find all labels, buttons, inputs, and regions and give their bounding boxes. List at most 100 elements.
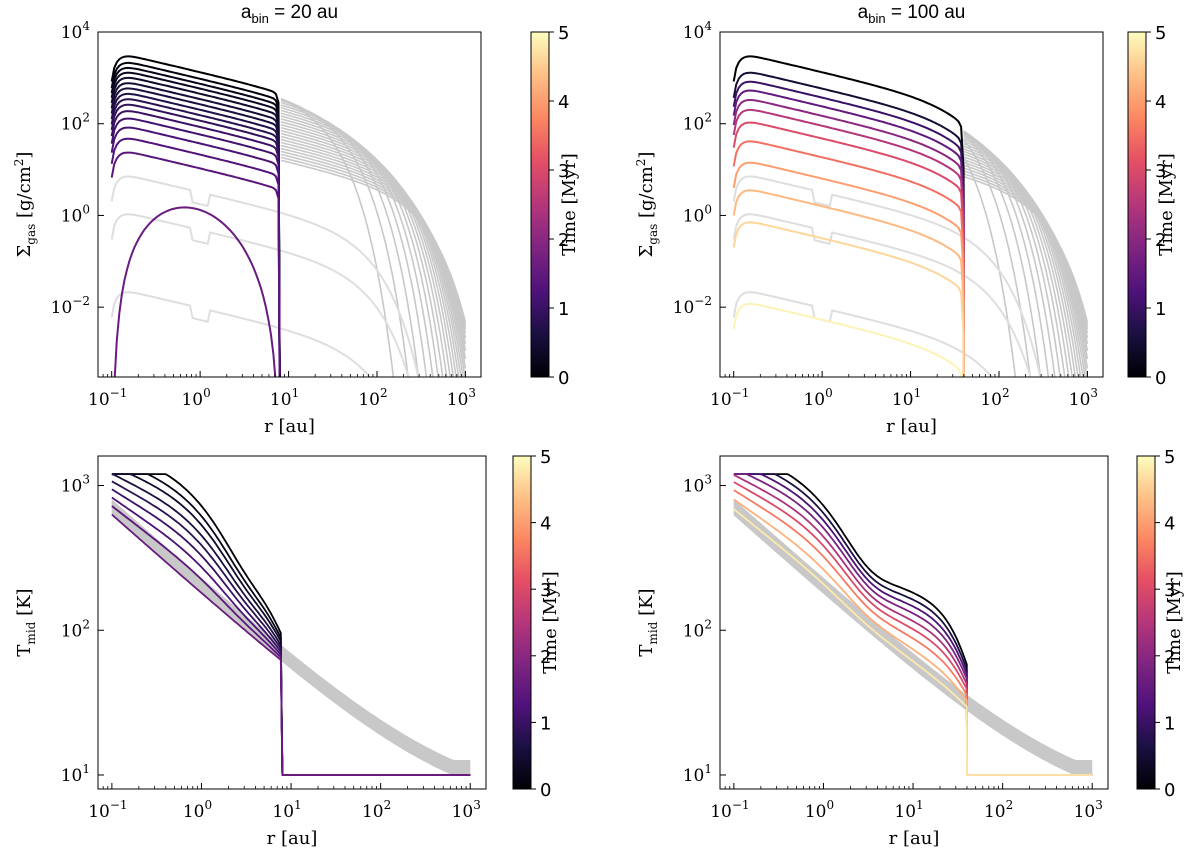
sigma-profile-curve <box>110 66 281 377</box>
sigma-profile-curve <box>110 76 281 377</box>
temperature-profile-curve <box>733 474 1093 776</box>
grey-reference-curve <box>733 506 1093 768</box>
x-tick-label: 103 <box>447 386 476 410</box>
temperature-profile-curve <box>111 480 471 776</box>
sigma-profile-curve <box>732 71 965 377</box>
y-axis-label: Tmid [K] <box>636 588 660 656</box>
axes-frame <box>719 455 1109 790</box>
grey-reference-curve <box>733 505 1093 767</box>
sigma-profile-curve <box>110 82 281 377</box>
temperature-profile-curve <box>733 473 1093 776</box>
colorbar <box>1136 455 1156 790</box>
y-axis-label: Σgas [g/cm2] <box>12 152 38 258</box>
colorbar-tick-label: 5 <box>540 447 551 468</box>
grey-reference-curve <box>963 153 1089 369</box>
temperature-profile-curve <box>733 473 1093 776</box>
sigma-profile-curve <box>110 71 281 377</box>
colorbar-tick-label: 2 <box>540 647 551 668</box>
y-tick-label: 103 <box>61 473 90 497</box>
sigma-profile-curve <box>110 126 281 377</box>
x-tick-label: 102 <box>980 386 1009 410</box>
x-axis-label: r [au] <box>886 416 937 437</box>
sigma-profile-curve <box>732 55 965 377</box>
grey-reference-curve <box>110 291 372 377</box>
colorbar-tick-label: 1 <box>1164 713 1175 734</box>
plot-area <box>110 55 467 377</box>
y-tick-label: 101 <box>683 762 712 786</box>
temperature-profile-curve <box>111 473 471 776</box>
colorbar-label: Time [Myr] <box>559 153 580 255</box>
x-tick-label: 100 <box>181 386 210 410</box>
sigma-profile-curve <box>732 89 965 377</box>
grey-reference-curve <box>110 175 420 377</box>
colorbar-label: Time [Myr] <box>1164 571 1185 673</box>
grey-reference-curve <box>280 129 464 377</box>
sigma-profile-curve <box>732 221 965 377</box>
sigma-profile-curve <box>732 189 965 377</box>
colorbar-tick-label: 4 <box>1155 92 1166 113</box>
colorbar-tick-label: 4 <box>540 514 551 535</box>
grey-reference-curve <box>280 126 462 377</box>
colorbar-tick-label: 3 <box>540 580 551 601</box>
temperature-profile-curve <box>733 473 1093 776</box>
colorbar-tick-label: 1 <box>1155 299 1166 320</box>
grey-reference-curve <box>111 505 471 767</box>
temperature-profile-curve <box>111 488 471 776</box>
sigma-profile-curve <box>113 206 277 377</box>
grey-reference-curve <box>732 291 994 377</box>
colorbar-tick-label: 1 <box>540 713 551 734</box>
colorbar <box>1127 31 1147 378</box>
colorbar-tick-label: 0 <box>540 780 551 801</box>
y-tick-label: 104 <box>61 19 91 43</box>
sigma-profile-curve <box>732 80 965 377</box>
grey-reference-curve <box>962 156 1017 377</box>
x-tick-label: 101 <box>270 386 299 410</box>
colorbar-label: Time [Myr] <box>1156 153 1177 255</box>
grey-reference-curve <box>280 118 455 377</box>
sigma-profile-curve <box>110 61 281 377</box>
grey-reference-curve <box>280 159 467 323</box>
colorbar-tick-label: 2 <box>1164 647 1175 668</box>
y-tick-label: 102 <box>683 111 712 135</box>
colorbar-tick-label: 0 <box>1164 780 1175 801</box>
sigma-profile-curve <box>110 103 281 377</box>
grey-reference-curve <box>111 500 471 763</box>
colorbar-tick-label: 0 <box>558 368 569 389</box>
sigma-profile-curve <box>732 108 965 377</box>
x-tick-label: 101 <box>272 798 301 822</box>
sigma-profile-curve <box>732 161 965 377</box>
plot-area <box>111 473 471 776</box>
plot-area <box>733 473 1093 776</box>
x-tick-label: 100 <box>183 798 212 822</box>
x-tick-label: 100 <box>805 798 834 822</box>
grey-reference-curve <box>111 502 471 764</box>
sigma-profile-curve <box>110 110 281 377</box>
grey-reference-curve <box>280 124 460 377</box>
colorbar-tick-label: 3 <box>1164 580 1175 601</box>
y-tick-label: 102 <box>683 617 712 641</box>
y-axis-label: Tmid [K] <box>14 588 38 656</box>
y-tick-label: 104 <box>683 19 713 43</box>
y-tick-label: 100 <box>61 202 90 226</box>
colorbar <box>512 455 532 790</box>
y-tick-label: 10−2 <box>673 294 712 318</box>
x-tick-label: 10−1 <box>88 386 127 410</box>
panel-bottom-right: 10−1 100 101 102 103 101 102 103 r [au] Tmid [K] 0… <box>636 447 1185 849</box>
sigma-profile-curve <box>732 302 963 377</box>
sigma-profile-curve <box>110 92 281 377</box>
y-tick-label: 101 <box>61 762 90 786</box>
colorbar-tick-label: 3 <box>1155 161 1166 182</box>
grey-reference-curve <box>111 501 471 763</box>
grey-reference-curve <box>111 503 471 766</box>
sigma-profile-curve <box>732 140 965 377</box>
temperature-profile-curve <box>111 496 471 776</box>
sigma-profile-curve <box>110 98 281 377</box>
temperature-profile-curve <box>733 489 1093 776</box>
axes-frame <box>719 31 1104 378</box>
colorbar-tick-label: 2 <box>1155 230 1166 251</box>
x-tick-label: 10−1 <box>88 798 127 822</box>
grey-reference-curve <box>733 502 1093 764</box>
colorbar-tick-label: 4 <box>1164 514 1175 535</box>
